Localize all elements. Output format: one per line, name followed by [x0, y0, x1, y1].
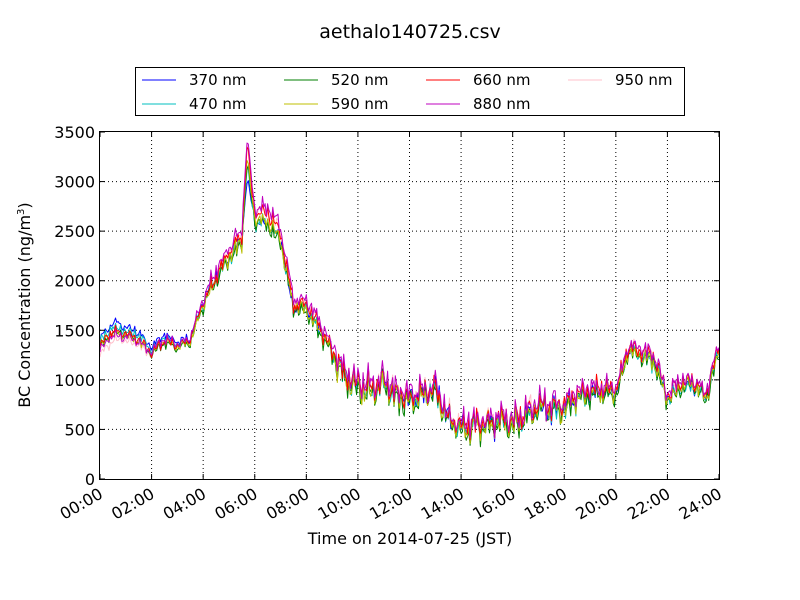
x-tick-label: 12:00	[366, 484, 415, 524]
plot-frame	[100, 132, 720, 480]
legend-entry: 470 nm	[189, 95, 247, 113]
y-tick-label: 2500	[54, 222, 95, 241]
legend-entry: 660 nm	[473, 71, 531, 89]
y-tick-label: 2000	[54, 272, 95, 291]
y-axis-label: BC Concentration (ng/m3)	[15, 202, 34, 407]
x-tick-label: 18:00	[521, 484, 570, 524]
x-tick-label: 20:00	[572, 484, 621, 524]
x-tick-label: 10:00	[314, 484, 363, 524]
x-tick-label: 00:00	[57, 484, 106, 524]
legend-entry: 520 nm	[331, 71, 389, 89]
x-tick-label: 22:00	[624, 484, 673, 524]
x-tick-label: 16:00	[469, 484, 518, 524]
y-tick-label: 1500	[54, 321, 95, 340]
y-tick-label: 3000	[54, 173, 95, 192]
legend-entry: 880 nm	[473, 95, 531, 113]
chart-title: aethalo140725.csv	[319, 21, 501, 43]
y-axis-label-end: )	[15, 202, 34, 208]
legend-entry: 950 nm	[615, 71, 673, 89]
x-tick-label: 24:00	[676, 484, 725, 524]
x-tick-label: 04:00	[160, 484, 209, 524]
y-axis-label-main: BC Concentration (ng/m	[15, 215, 34, 408]
y-tick-label: 1000	[54, 371, 95, 390]
grid-lines	[100, 132, 719, 479]
x-tick-label: 02:00	[108, 484, 157, 524]
x-tick-labels: 00:00 02:00 04:00 06:00 08:00 10:00 12:00 14:00…	[57, 484, 725, 524]
y-tick-label: 500	[64, 420, 95, 439]
y-tick-label: 3500	[54, 123, 95, 142]
x-axis-label: Time on 2014-07-25 (JST)	[307, 529, 512, 548]
x-tick-label: 08:00	[263, 484, 312, 524]
legend: 370 nm 470 nm 520 nm 590 nm 660 nm 880 nm 950 …	[136, 68, 685, 116]
legend-entry: 590 nm	[331, 95, 389, 113]
legend-entry: 370 nm	[189, 71, 247, 89]
x-tick-label: 06:00	[211, 484, 260, 524]
x-tick-label: 14:00	[418, 484, 467, 524]
